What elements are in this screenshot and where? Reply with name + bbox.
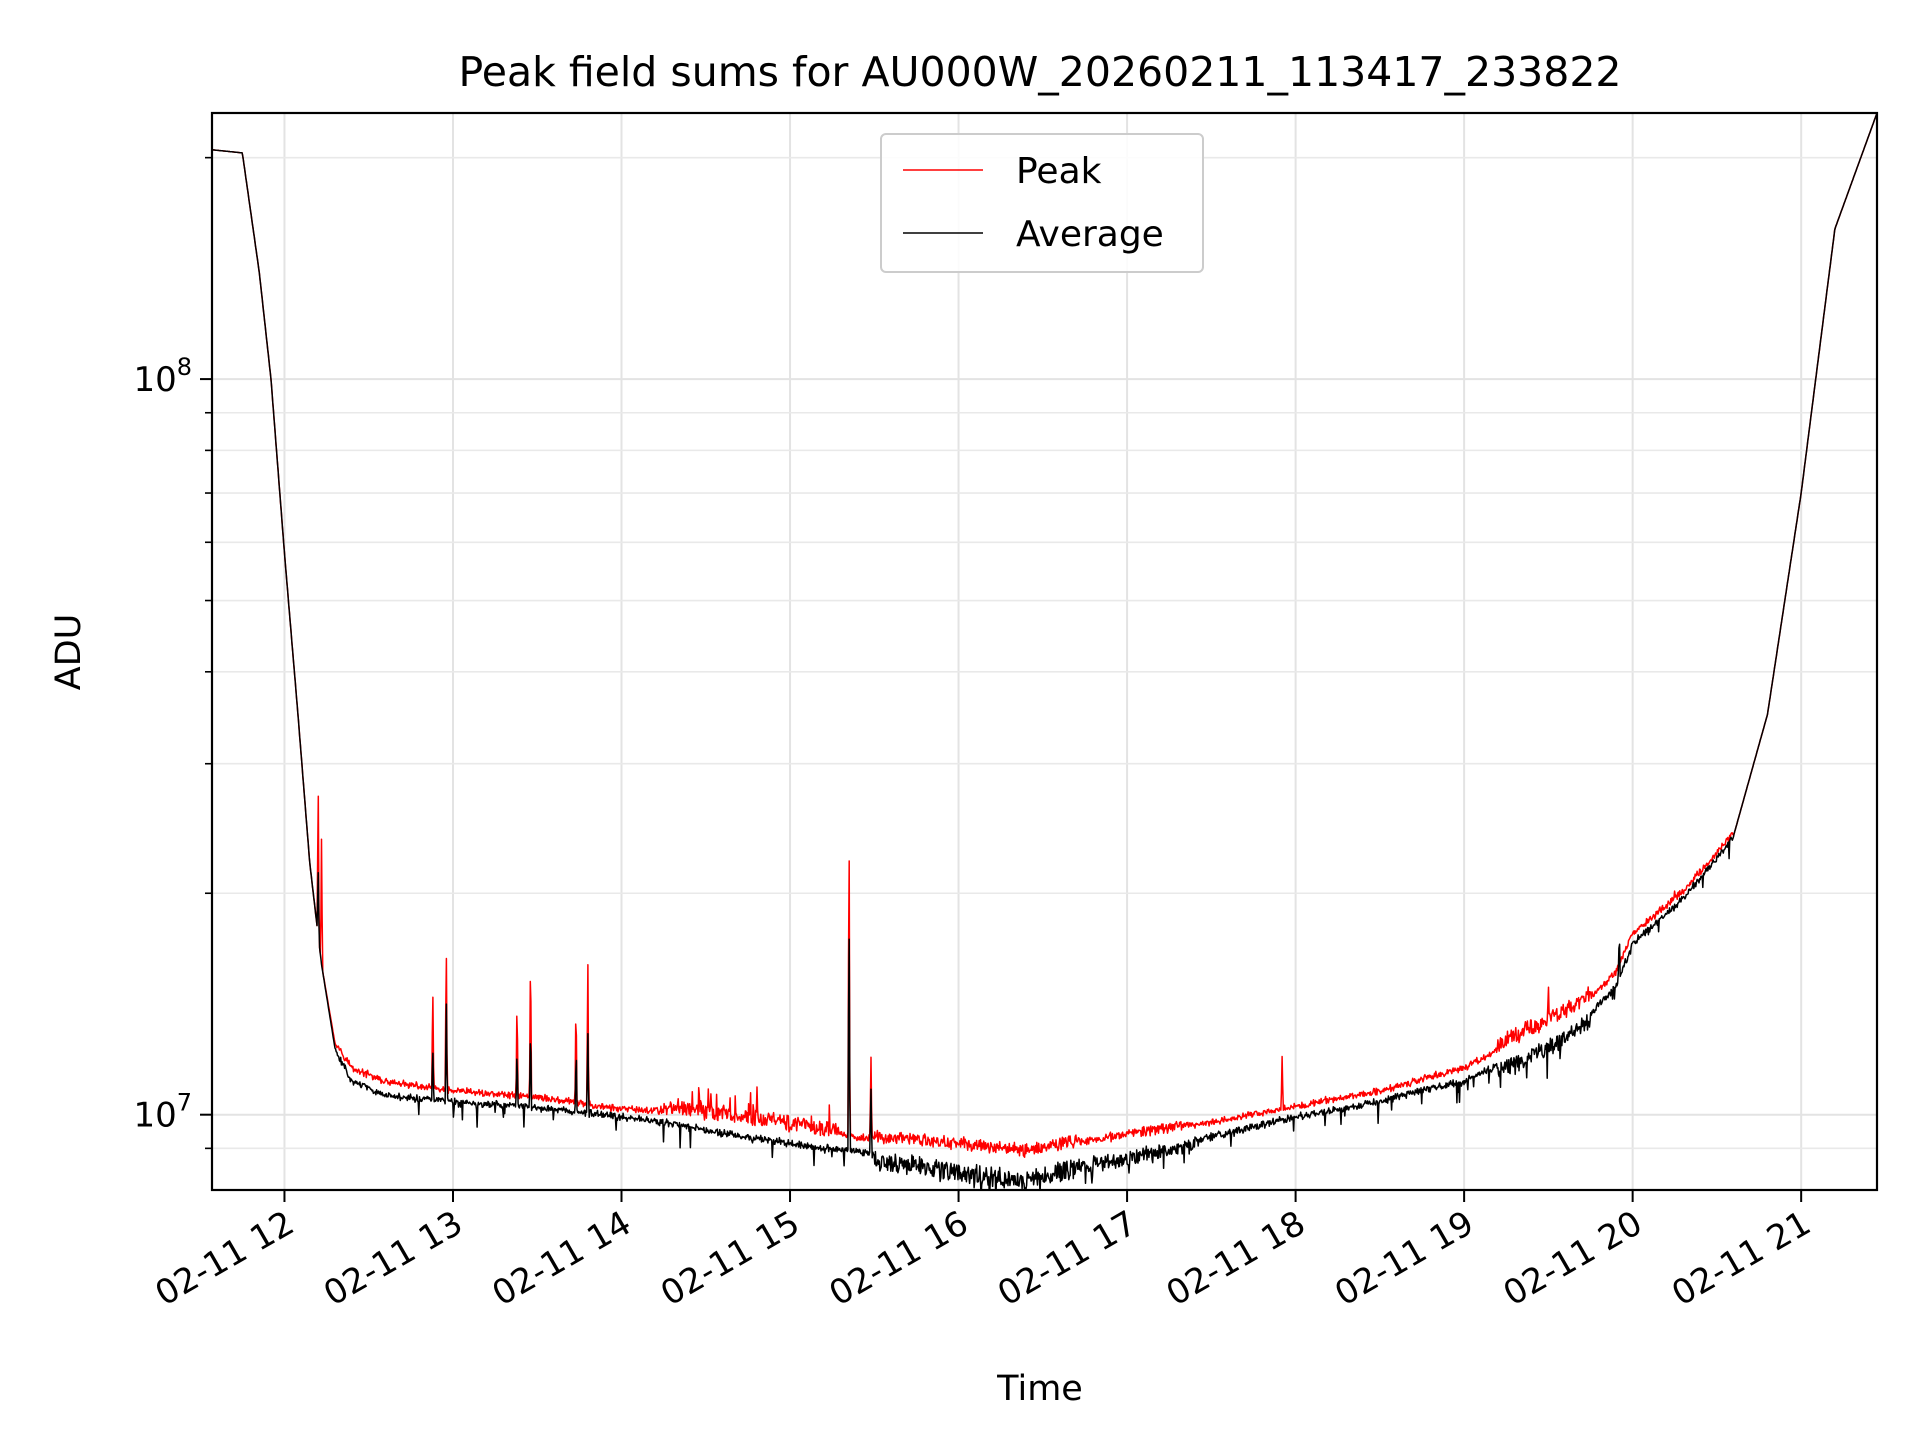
chart-title: Peak field sums for AU000W_20260211_1134… [458,48,1621,96]
legend-box [880,133,1204,273]
plot-frame [210,111,1879,1192]
x-axis-label: Time [996,1369,1083,1409]
series-line-peak [212,113,1877,1158]
y-axis: 107 108 [133,156,212,1150]
y-axis-label: ADU [49,614,89,691]
legend-label-average: Average [1016,214,1164,255]
legend: Peak Average [880,133,1204,273]
y-tick-label: 108 [133,353,192,400]
legend-label-peak: Peak [1016,151,1102,192]
y-tick-label: 107 [133,1089,192,1136]
series-lines [212,113,1877,1190]
series-group [212,113,1877,1190]
series-line-average [212,113,1877,1190]
